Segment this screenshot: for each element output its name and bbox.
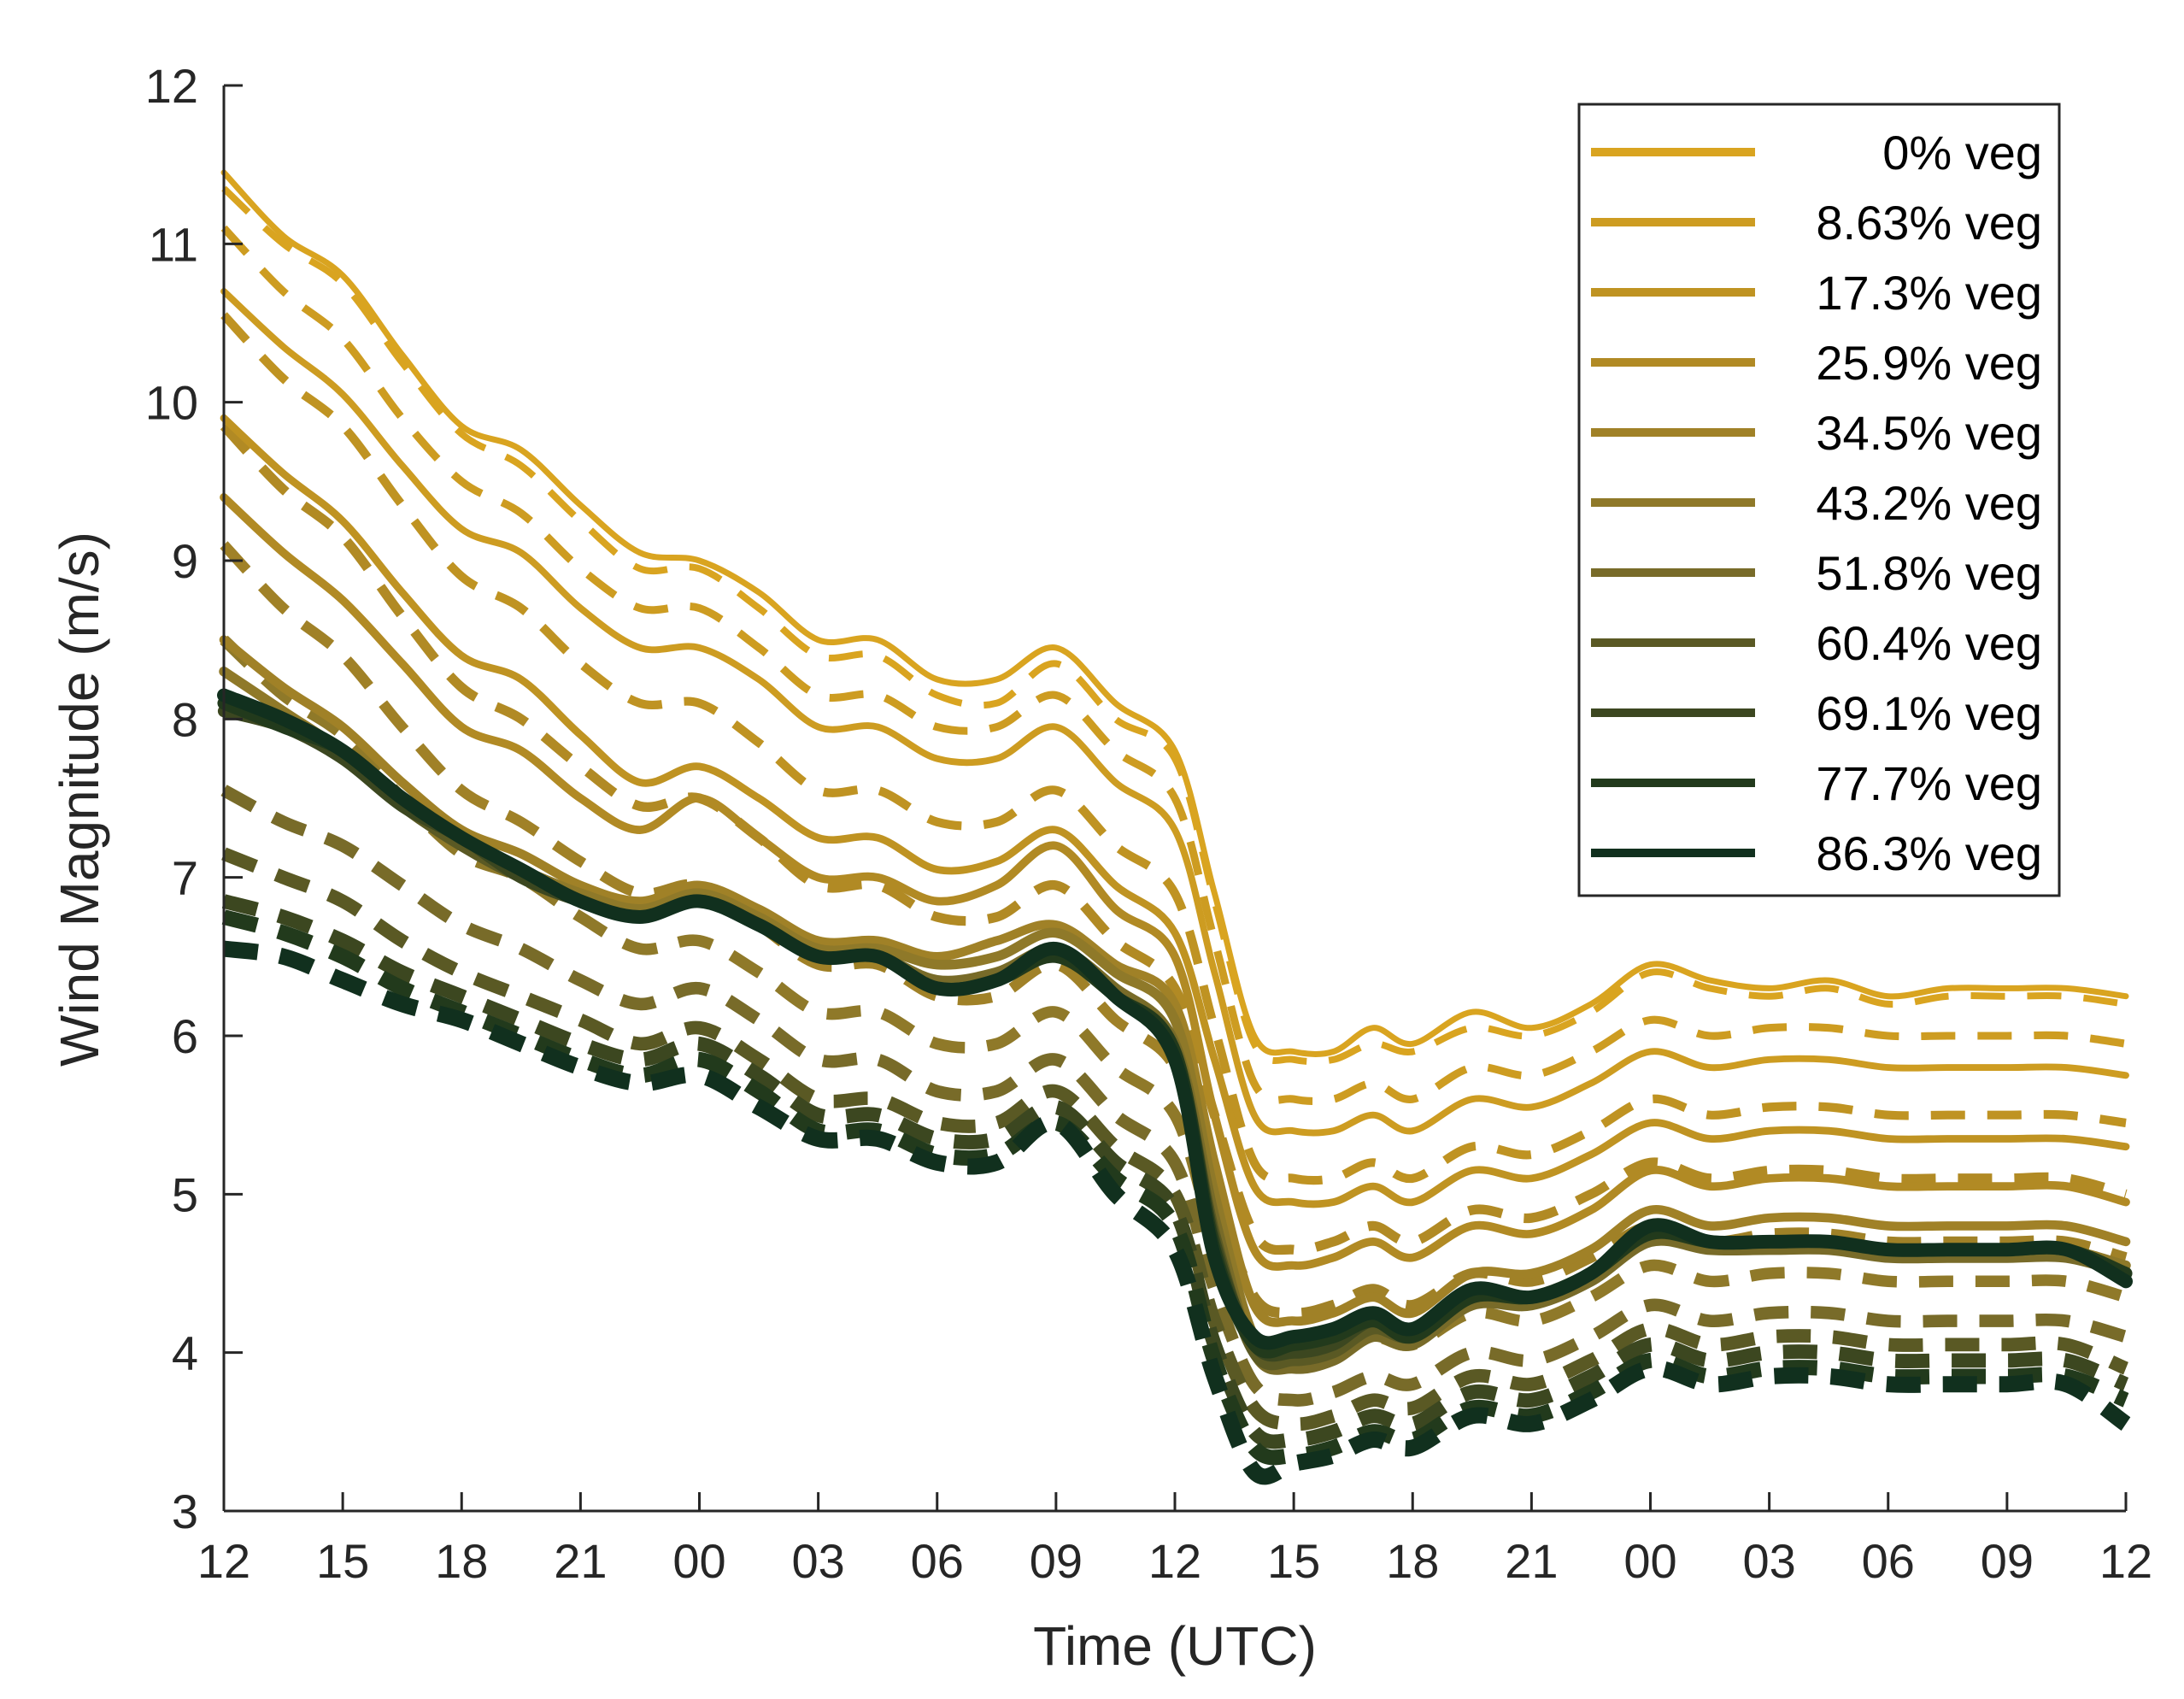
x-tick-label: 21 <box>554 1534 607 1588</box>
x-tick-label: 00 <box>672 1534 725 1588</box>
x-tick-label: 18 <box>1386 1534 1439 1588</box>
x-tick-label: 12 <box>1148 1534 1201 1588</box>
legend-label-43-2pct-veg: 43.2% veg <box>1816 476 2042 530</box>
x-tick-label: 15 <box>1267 1534 1320 1588</box>
legend-label-0pct-veg: 0% veg <box>1882 126 2042 179</box>
dashed-line-86-3pct-veg <box>222 940 2131 1485</box>
legend-label-34-5pct-veg: 34.5% veg <box>1816 406 2042 460</box>
x-tick-label: 18 <box>435 1534 488 1588</box>
y-tick-label: 11 <box>149 217 198 271</box>
y-tick-label: 5 <box>172 1167 198 1221</box>
legend-label-69-1pct-veg: 69.1% veg <box>1816 686 2042 740</box>
dashed-line-51-8pct-veg <box>220 785 2128 1407</box>
y-tick-label: 3 <box>172 1484 198 1538</box>
x-axis-title: Time (UTC) <box>1033 1615 1317 1677</box>
x-tick-label: 03 <box>1742 1534 1795 1588</box>
series-line-86-3pct-veg <box>217 688 2133 1350</box>
x-tick-label: 12 <box>197 1534 250 1588</box>
axes-layer: 12 15 18 21 00 03 06 09 12 15 18 21 00 03 06 09 12345678… <box>145 59 2152 1588</box>
legend-label-51-8pct-veg: 51.8% veg <box>1816 546 2042 600</box>
y-tick-label: 7 <box>172 851 198 905</box>
legend-label-77-7pct-veg: 77.7% veg <box>1816 756 2042 810</box>
y-tick-label: 6 <box>172 1009 198 1063</box>
legend-label-17-3pct-veg: 17.3% veg <box>1816 266 2042 320</box>
series-line-34-5pct-veg <box>219 635 2131 1327</box>
y-tick-label: 12 <box>145 59 198 113</box>
y-axis-title: Wind Magnitude (m/s) <box>49 532 110 1067</box>
dashed-line-8-63pct-veg <box>220 225 2127 1105</box>
legend-label-25-9pct-veg: 25.9% veg <box>1816 336 2042 390</box>
x-tick-label: 15 <box>316 1534 369 1588</box>
series-line-8-63pct-veg <box>220 287 2129 1137</box>
series-layer <box>217 169 2133 1485</box>
series-line-25-9pct-veg <box>220 493 2130 1271</box>
dashed-line-17-3pct-veg <box>220 312 2127 1185</box>
x-tick-label: 09 <box>1030 1534 1083 1588</box>
legend-label-86-3pct-veg: 86.3% veg <box>1816 826 2042 880</box>
x-tick-label: 12 <box>2099 1534 2152 1588</box>
y-tick-label: 10 <box>145 376 198 430</box>
y-tick-label: 4 <box>172 1326 198 1380</box>
x-tick-label: 03 <box>791 1534 844 1588</box>
x-tick-label: 09 <box>1981 1534 2034 1588</box>
x-tick-label: 21 <box>1505 1534 1558 1588</box>
x-tick-label: 06 <box>911 1534 964 1588</box>
y-tick-label: 8 <box>172 692 198 746</box>
x-tick-label: 06 <box>1862 1534 1915 1588</box>
y-tick-label: 9 <box>172 534 198 588</box>
x-tick-label: 00 <box>1623 1534 1676 1588</box>
legend-label-60-4pct-veg: 60.4% veg <box>1816 616 2042 670</box>
series-line-0pct-veg <box>220 169 2129 1057</box>
legend-label-8-63pct-veg: 8.63% veg <box>1816 196 2042 250</box>
series-line-17-3pct-veg <box>220 414 2130 1208</box>
legend: 0% veg 8.63% veg 17.3% veg 25.9% veg 34.5% v… <box>1577 103 2061 897</box>
